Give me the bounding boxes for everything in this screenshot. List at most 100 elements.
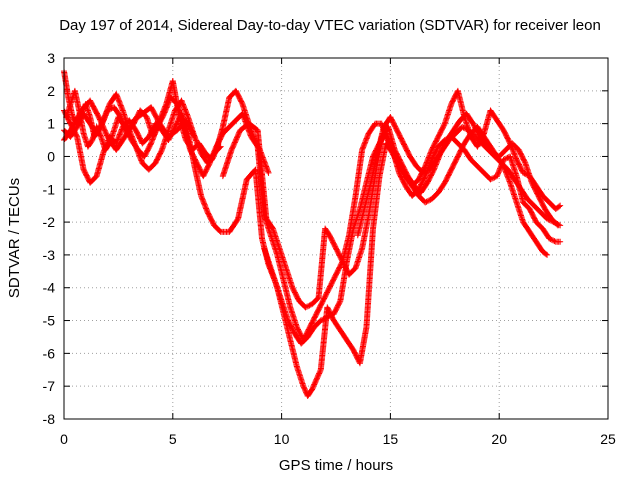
y-tick-label: 1: [47, 116, 55, 132]
chart-title: Day 197 of 2014, Sidereal Day-to-day VTE…: [59, 17, 601, 34]
data-point-fill: [490, 175, 497, 182]
data-point: [557, 238, 564, 245]
data-point-fill: [363, 136, 370, 143]
x-tick-labels: 0 5 10 15 20 25: [60, 431, 616, 447]
data-point-fill: [118, 127, 125, 134]
data-point-fill: [362, 139, 369, 146]
y-tick-label: -6: [43, 345, 56, 361]
x-tick-label: 0: [60, 431, 68, 447]
data-point-fill: [203, 206, 210, 213]
data-point-fill: [201, 200, 208, 207]
data-point-fill: [195, 142, 202, 149]
data-point-fill: [117, 128, 124, 135]
data-point-fill: [115, 135, 122, 142]
data-point-fill: [116, 132, 123, 139]
data-point-fill: [361, 140, 368, 147]
data-point: [359, 146, 366, 153]
data-point-fill: [192, 135, 199, 142]
y-tick-label: -7: [43, 378, 56, 394]
data-point-fill: [494, 171, 501, 178]
data-point-fill: [238, 99, 245, 106]
data-point-fill: [116, 131, 123, 138]
data-point-fill: [496, 166, 503, 173]
data-point-fill: [362, 138, 369, 145]
data-point-fill: [193, 138, 200, 145]
data-point: [557, 202, 564, 209]
data-point: [546, 235, 553, 242]
data-point-fill: [114, 136, 121, 143]
data-point-fill: [195, 143, 202, 150]
data-point-fill: [510, 147, 517, 154]
x-axis-label: GPS time / hours: [279, 457, 393, 474]
data-point-fill: [317, 368, 324, 375]
data-point: [317, 317, 324, 324]
data-point-fill: [117, 130, 124, 137]
data-points: [61, 68, 564, 400]
data-point: [198, 192, 205, 199]
data-point: [100, 150, 107, 157]
data-point-fill: [488, 175, 495, 182]
data-point: [520, 169, 527, 176]
data-point-fill: [506, 177, 513, 184]
data-point-fill: [202, 204, 209, 211]
data-point-fill: [550, 237, 557, 244]
y-tick-label: -4: [43, 280, 56, 296]
data-point-fill: [194, 141, 201, 148]
data-point-fill: [364, 133, 371, 140]
data-point-fill: [199, 196, 206, 203]
data-point-fill: [197, 147, 204, 154]
data-point-fill: [359, 145, 366, 152]
data-point-fill: [510, 149, 517, 156]
data-point-fill: [511, 151, 518, 158]
data-point-fill: [363, 135, 370, 142]
data-point-fill: [360, 143, 367, 150]
data-point-fill: [547, 236, 554, 243]
data-point-fill: [198, 194, 205, 201]
data-point-fill: [511, 150, 518, 157]
data-point-fill: [426, 197, 433, 204]
y-tick-label: -1: [43, 181, 56, 197]
data-point-fill: [360, 144, 367, 151]
data-point-fill: [199, 195, 206, 202]
data-point-fill: [503, 155, 510, 162]
data-point-fill: [73, 132, 80, 139]
data-point-fill: [548, 236, 555, 243]
y-tick-label: 0: [47, 148, 55, 164]
x-tick-label: 25: [600, 431, 616, 447]
data-point-fill: [196, 145, 203, 152]
data-point-fill: [336, 299, 343, 306]
x-tick-label: 20: [491, 431, 507, 447]
data-point-fill: [361, 141, 368, 148]
y-tick-label: -5: [43, 313, 56, 329]
data-point-fill: [556, 203, 563, 210]
data-point-fill: [192, 136, 199, 143]
data-point-fill: [495, 170, 502, 177]
data-point-fill: [505, 175, 512, 182]
data-point: [422, 199, 429, 206]
y-tick-label: 2: [47, 83, 55, 99]
data-point-fill: [200, 197, 207, 204]
data-point: [494, 173, 501, 180]
data-point-fill: [506, 178, 513, 185]
data-point-fill: [202, 202, 209, 209]
data-point-fill: [509, 146, 516, 153]
y-tick-label: -3: [43, 247, 56, 263]
data-point-fill: [115, 134, 122, 141]
y-tick-label: -2: [43, 214, 56, 230]
data-point-fill: [319, 316, 326, 323]
data-point-fill: [193, 137, 200, 144]
data-point-fill: [203, 205, 210, 212]
data-point-fill: [364, 134, 371, 141]
y-tick-labels: 3 2 1 0 -1 -2 -3 -4 -5 -6 -7 -8: [43, 50, 56, 427]
data-point-fill: [512, 154, 519, 161]
data-point-fill: [495, 169, 502, 176]
data-point-fill: [423, 198, 430, 205]
x-tick-label: 10: [274, 431, 290, 447]
data-point-fill: [491, 174, 498, 181]
data-point-fill: [196, 146, 203, 153]
y-tick-label: -8: [43, 411, 56, 427]
y-tick-label: 3: [47, 50, 55, 66]
data-point-fill: [496, 168, 503, 175]
x-tick-label: 5: [169, 431, 177, 447]
